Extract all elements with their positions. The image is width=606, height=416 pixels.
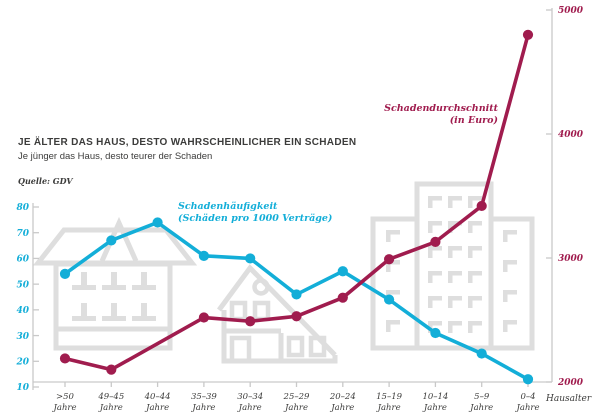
x-category-unit: Jahre — [144, 403, 169, 413]
x-category-unit: Jahre — [468, 403, 493, 413]
x-axis-title: Hausalter — [546, 394, 592, 404]
buildings-illustration-right — [370, 181, 535, 351]
data-point-marker — [476, 200, 487, 212]
right-axis-tick-label: 5000 — [558, 6, 584, 16]
legend-schadendurchschnitt: Schadendurchschnitt (in Euro) — [370, 103, 498, 126]
series-schadendurchschnitt — [59, 29, 534, 375]
left-axis-tick-label: 50 — [16, 280, 29, 290]
left-axis-tick-label: 40 — [16, 306, 29, 316]
x-category-unit: Jahre — [98, 403, 123, 413]
data-point-marker — [384, 294, 395, 305]
data-series — [59, 29, 534, 385]
window-icons-left-house — [72, 272, 156, 321]
x-category-label: 5–9 — [474, 392, 490, 402]
house-illustration-left — [32, 216, 198, 351]
x-category-unit: Jahre — [51, 403, 76, 413]
data-point-marker — [106, 235, 117, 246]
legend-red-name: Schadendurchschnitt — [384, 103, 498, 114]
series-line — [63, 32, 530, 372]
x-category-unit: Jahre — [514, 403, 539, 413]
data-point-marker — [476, 348, 487, 359]
x-category-unit: Jahre — [376, 403, 401, 413]
left-axis-tick-label: 70 — [16, 229, 29, 239]
data-point-marker — [245, 316, 256, 327]
left-axis-tick-label: 20 — [15, 357, 29, 367]
left-axis-tick-label: 80 — [16, 203, 29, 213]
x-category-unit: Jahre — [237, 403, 262, 413]
left-axis-tick-label: 30 — [16, 332, 29, 342]
right-axis-tick-label: 2000 — [557, 378, 584, 388]
x-category-unit: Jahre — [422, 403, 447, 413]
x-category-unit: Jahre — [190, 403, 215, 413]
x-category-label: 35–39 — [191, 392, 217, 402]
series-schadenhaeufigkeit — [59, 217, 534, 385]
data-point-marker — [384, 254, 395, 265]
x-category-unit: Jahre — [329, 403, 354, 413]
x-category-label: 15–19 — [376, 392, 402, 402]
x-axis-labels: >50Jahre49–45Jahre40–44Jahre35–39Jahre30… — [51, 382, 540, 413]
x-category-label: 49–45 — [97, 392, 124, 402]
window-icons-right-buildings — [386, 196, 517, 333]
data-point-marker — [106, 364, 117, 375]
data-point-marker — [59, 353, 71, 364]
legend-cyan-name: Schadenhäufigkeit — [178, 201, 278, 212]
x-category-label: 0–4 — [520, 392, 535, 402]
x-category-label: 30–34 — [237, 392, 263, 402]
x-category-label: 10–14 — [422, 392, 448, 402]
legend-red-sublabel: (in Euro) — [449, 114, 498, 126]
data-point-marker — [245, 253, 256, 264]
data-point-marker — [291, 311, 302, 322]
data-point-marker — [152, 217, 163, 228]
data-point-marker — [198, 250, 209, 261]
legend-cyan-sublabel: (Schäden pro 1000 Verträge) — [178, 212, 333, 224]
header-block: JE ÄLTER DAS HAUS, DESTO WAHRSCHEINLICHE… — [18, 137, 356, 186]
data-point-marker — [198, 312, 209, 323]
x-category-label: >50 — [56, 392, 75, 402]
right-axis-tick-label: 3000 — [558, 254, 584, 264]
x-category-unit: Jahre — [283, 403, 308, 413]
left-axis-tick-label: 10 — [16, 383, 29, 393]
page-subtitle: Je jünger das Haus, desto teurer der Sch… — [18, 151, 213, 162]
source-note: Quelle: GDV — [18, 176, 73, 186]
data-point-marker — [430, 327, 441, 339]
background-buildings — [32, 181, 535, 364]
house-illustration-middle — [216, 264, 338, 364]
data-point-marker — [522, 29, 534, 40]
data-point-marker — [522, 374, 534, 385]
x-category-label: 25–29 — [283, 392, 310, 402]
legend-schadenhaeufigkeit: Schadenhäufigkeit (Schäden pro 1000 Vert… — [178, 201, 332, 224]
x-category-label: 40–44 — [144, 392, 171, 402]
page-title: JE ÄLTER DAS HAUS, DESTO WAHRSCHEINLICHE… — [18, 137, 357, 148]
x-category-label: 20–24 — [329, 392, 356, 402]
data-point-marker — [337, 266, 348, 277]
data-point-marker — [337, 292, 348, 303]
data-point-marker — [291, 289, 302, 300]
data-point-marker — [59, 268, 71, 279]
right-axis-tick-label: 4000 — [558, 130, 584, 140]
data-point-marker — [430, 236, 441, 247]
left-axis-tick-label: 60 — [16, 255, 29, 265]
axes: 80 70 60 50 40 30 20 10 5000 4000 3000 2000 — [15, 6, 583, 393]
